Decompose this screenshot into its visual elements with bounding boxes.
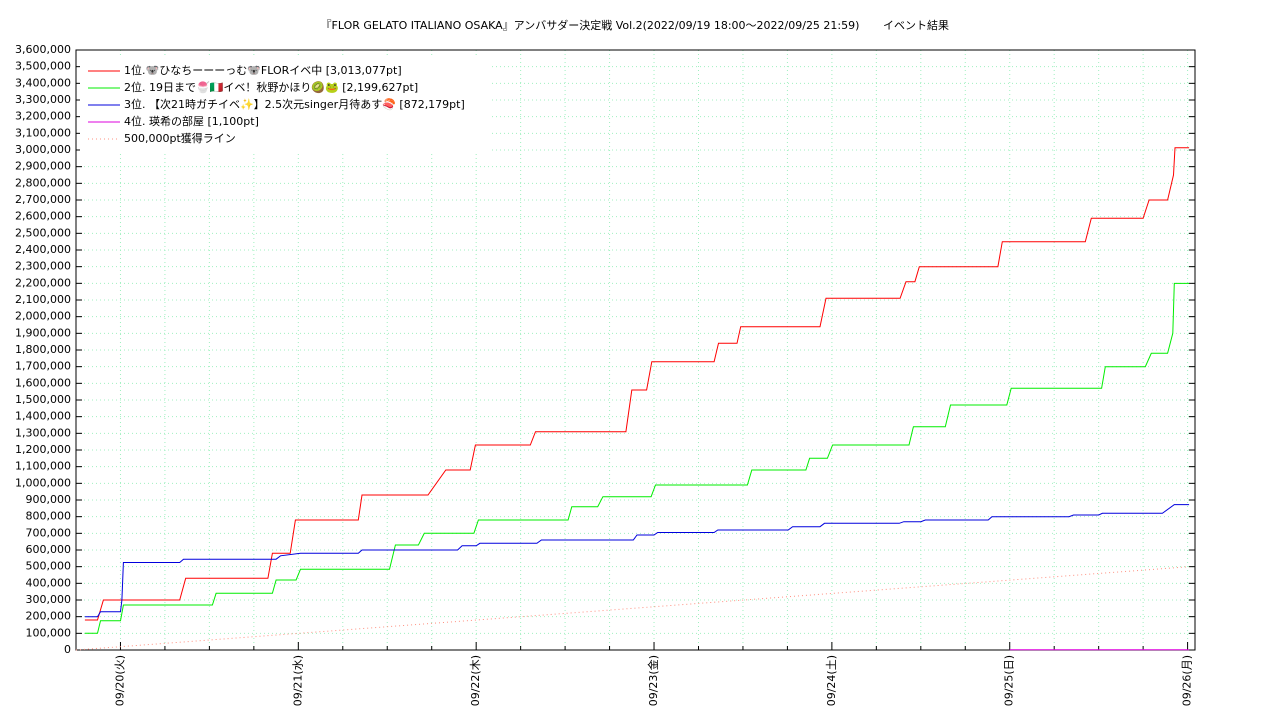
series-line (75, 566, 1190, 651)
x-tick-label: 09/24(土) (825, 655, 838, 706)
x-tick-label: 09/25(日) (1003, 655, 1016, 706)
y-tick-label: 1,300,000 (15, 426, 71, 439)
y-tick-label: 1,000,000 (15, 476, 71, 489)
y-tick-label: 600,000 (26, 543, 72, 556)
legend-label: 4位. 瑛希の部屋 [1,100pt] (124, 114, 259, 128)
y-tick-label: 3,200,000 (15, 110, 71, 123)
plot-frame (75, 49, 1196, 651)
series-line (84, 147, 1190, 621)
y-tick-label: 2,200,000 (15, 276, 71, 289)
y-tick-label: 3,000,000 (15, 143, 71, 156)
y-tick-label: 100,000 (26, 626, 72, 639)
chart-title: 『FLOR GELATO ITALIANO OSAKA』アンバサダー決定戦 Vo… (321, 18, 860, 32)
series-line (84, 282, 1190, 634)
y-tick-label: 3,400,000 (15, 76, 71, 89)
y-tick-label: 700,000 (26, 526, 72, 539)
series-line (84, 504, 1190, 618)
y-tick-label: 2,500,000 (15, 226, 71, 239)
y-tick-label: 2,100,000 (15, 293, 71, 306)
y-tick-label: 0 (64, 643, 71, 656)
legend-label: 500,000pt獲得ライン (124, 132, 236, 145)
y-tick-label: 1,800,000 (15, 343, 71, 356)
y-tick-label: 300,000 (26, 593, 72, 606)
y-tick-label: 3,100,000 (15, 126, 71, 139)
y-tick-label: 3,300,000 (15, 93, 71, 106)
y-tick-label: 1,400,000 (15, 410, 71, 423)
y-tick-label: 2,700,000 (15, 193, 71, 206)
y-tick-label: 3,600,000 (15, 43, 71, 56)
x-tick-label: 09/23(金) (646, 655, 660, 706)
y-tick-label: 2,600,000 (15, 210, 71, 223)
y-tick-label: 500,000 (26, 560, 72, 573)
legend-label: 3位. 【次21時ガチイベ✨】2.5次元singer月待あす🍣 [872,179… (124, 97, 465, 111)
x-tick-label: 09/26(月) (1181, 655, 1194, 706)
y-tick-label: 2,400,000 (15, 243, 71, 256)
y-tick-label: 3,500,000 (15, 60, 71, 73)
y-tick-label: 2,300,000 (15, 260, 71, 273)
y-tick-label: 900,000 (26, 493, 72, 506)
y-tick-label: 2,900,000 (15, 160, 71, 173)
legend: 1位.🐨ひなちーーーっむ🐨FLORイベ中 [3,013,077pt] 2位. 19… (80, 58, 490, 153)
legend-label: 1位.🐨ひなちーーーっむ🐨FLORイベ中 [3,013,077pt] (124, 63, 402, 77)
x-tick-label: 09/22(木) (469, 655, 482, 706)
y-tick-label: 1,600,000 (15, 376, 71, 389)
y-tick-label: 800,000 (26, 510, 72, 523)
y-tick-label: 400,000 (26, 576, 72, 589)
y-tick-label: 1,100,000 (15, 460, 71, 473)
y-tick-label: 1,200,000 (15, 443, 71, 456)
y-tick-label: 2,800,000 (15, 176, 71, 189)
legend-box (80, 58, 490, 153)
y-tick-label: 1,500,000 (15, 393, 71, 406)
y-tick-label: 1,900,000 (15, 326, 71, 339)
x-tick-label: 09/21(水) (291, 655, 304, 706)
y-tick-label: 200,000 (26, 610, 72, 623)
chart-subtitle: イベント結果 (883, 18, 949, 32)
y-tick-label: 1,700,000 (15, 360, 71, 373)
x-tick-label: 09/20(火) (113, 655, 126, 706)
y-tick-label: 2,000,000 (15, 310, 71, 323)
legend-label: 2位. 19日まで🍧🇮🇹イベ！秋野かほり🥝🐸 [2,199,627pt] (124, 80, 418, 94)
